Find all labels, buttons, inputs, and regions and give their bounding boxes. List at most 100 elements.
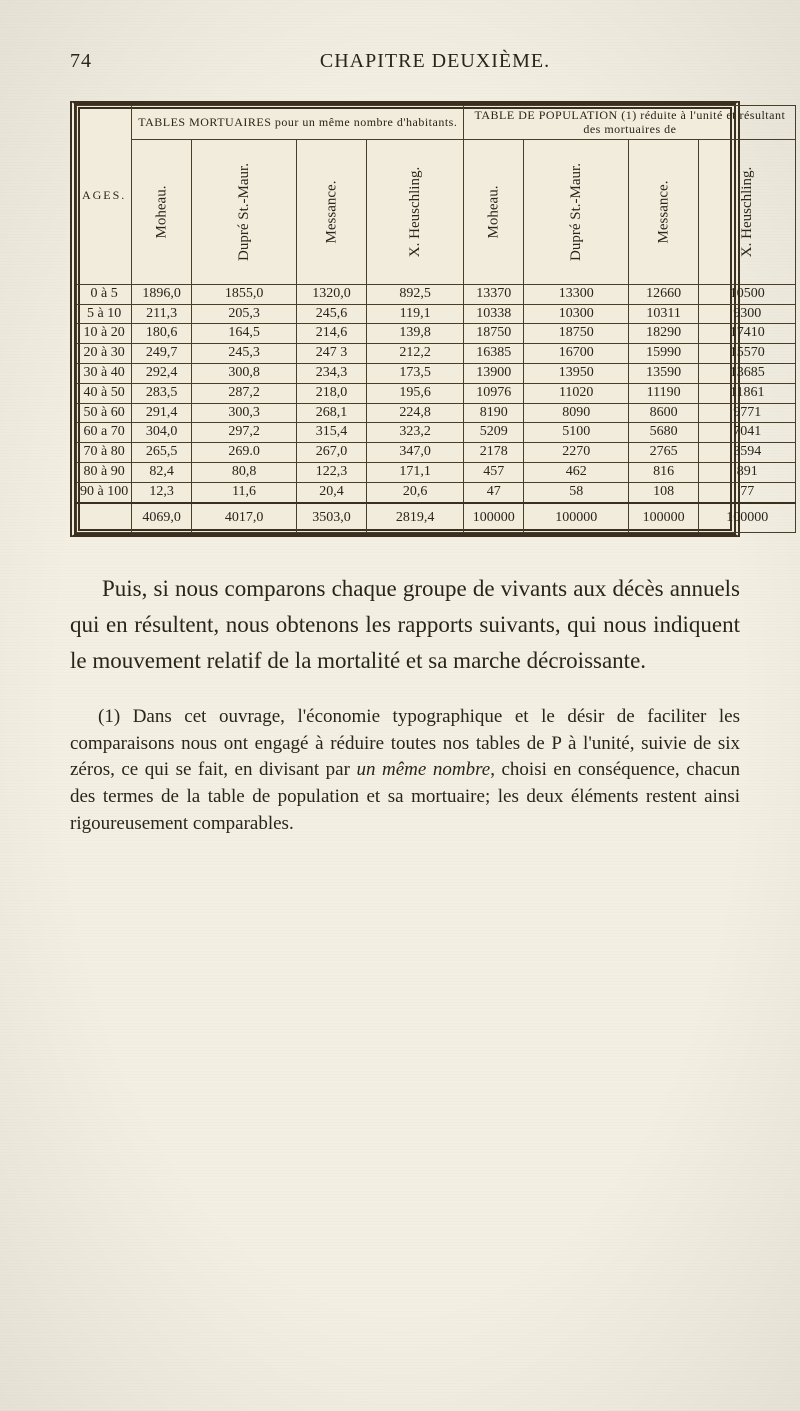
data-cell: 18750 [524,324,629,344]
mortality-table: AGES. TABLES MORTUAIRES pour un même nom… [76,105,796,533]
data-cell: 195,6 [366,383,463,403]
data-cell: 265,5 [132,443,192,463]
data-cell: 15990 [629,344,699,364]
data-cell: 247 3 [297,344,367,364]
col-header: X. Heuschling. [366,139,463,284]
data-cell: 1320,0 [297,284,367,304]
col-header: Messance. [629,139,699,284]
data-cell: 347,0 [366,443,463,463]
data-cell: 268,1 [297,403,367,423]
data-cell: 212,2 [366,344,463,364]
data-cell: 315,4 [297,423,367,443]
data-cell: 300,3 [192,403,297,423]
table-column-headers: Moheau. Dupré St.-Maur. Messance. X. Heu… [77,139,796,284]
data-cell: 47 [464,482,524,502]
data-cell: 180,6 [132,324,192,344]
data-cell: 211,3 [132,304,192,324]
table-row: 60 a 70304,0297,2315,4323,25209510056807… [77,423,796,443]
table-row: 10 à 20180,6164,5214,6139,81875018750182… [77,324,796,344]
data-cell: 5209 [464,423,524,443]
total-cell: 100000 [464,503,524,533]
age-cell: 70 à 80 [77,443,132,463]
age-cell: 0 à 5 [77,284,132,304]
table-row: 5 à 10211,3205,3245,6119,110338103001031… [77,304,796,324]
data-cell: 18290 [629,324,699,344]
total-cell: 4017,0 [192,503,297,533]
footnote-marker: (1) [98,706,120,727]
data-cell: 20,6 [366,482,463,502]
data-cell: 10300 [524,304,629,324]
data-cell: 82,4 [132,462,192,482]
total-cell: 3503,0 [297,503,367,533]
data-cell: 891 [699,462,796,482]
data-cell: 457 [464,462,524,482]
col-label: Dupré St.-Maur. [567,163,585,261]
data-cell: 11861 [699,383,796,403]
data-cell: 164,5 [192,324,297,344]
data-cell: 2765 [629,443,699,463]
data-cell: 283,5 [132,383,192,403]
footnote-italic: un même nombre [356,759,490,780]
mortality-table-wrap: AGES. TABLES MORTUAIRES pour un même nom… [70,101,740,537]
footnote-paragraph: (1) Dans cet ouvrage, l'économie typogra… [70,704,740,837]
data-cell: 9300 [699,304,796,324]
col-label: Messance. [322,180,340,243]
data-cell: 17410 [699,324,796,344]
age-cell: 30 à 40 [77,363,132,383]
data-cell: 12,3 [132,482,192,502]
data-cell: 13950 [524,363,629,383]
data-cell: 892,5 [366,284,463,304]
col-header: Messance. [297,139,367,284]
data-cell: 8090 [524,403,629,423]
ages-label: AGES. [82,188,126,202]
age-cell: 50 à 60 [77,403,132,423]
data-cell: 122,3 [297,462,367,482]
footnote: (1) Dans cet ouvrage, l'économie typogra… [70,704,740,837]
data-cell: 291,4 [132,403,192,423]
data-cell: 11020 [524,383,629,403]
page-number: 74 [70,50,130,73]
data-cell: 304,0 [132,423,192,443]
col-header: Dupré St.-Maur. [192,139,297,284]
data-cell: 11190 [629,383,699,403]
body-paragraphs: Puis, si nous comparons chaque groupe de… [70,571,740,678]
total-cell: 100000 [524,503,629,533]
data-cell: 18750 [464,324,524,344]
data-cell: 224,8 [366,403,463,423]
data-cell: 462 [524,462,629,482]
age-cell: 80 à 90 [77,462,132,482]
col-label: Moheau. [153,185,171,238]
table-row: 40 à 50283,5287,2218,0195,61097611020111… [77,383,796,403]
ages-header-cell: AGES. [77,106,132,285]
data-cell: 9771 [699,403,796,423]
data-cell: 5100 [524,423,629,443]
data-cell: 10338 [464,304,524,324]
super-header-left: TABLES MORTUAIRES pour un même nombre d'… [132,106,464,140]
age-cell [77,503,132,533]
total-cell: 4069,0 [132,503,192,533]
age-cell: 20 à 30 [77,344,132,364]
data-cell: 13900 [464,363,524,383]
totals-row: 4069,04017,03503,02819,41000001000001000… [77,503,796,533]
total-cell: 100000 [629,503,699,533]
data-cell: 3594 [699,443,796,463]
data-cell: 15570 [699,344,796,364]
data-cell: 12660 [629,284,699,304]
age-cell: 40 à 50 [77,383,132,403]
data-cell: 269.0 [192,443,297,463]
col-header: X. Heuschling. [699,139,796,284]
data-cell: 171,1 [366,462,463,482]
data-cell: 234,3 [297,363,367,383]
data-cell: 16700 [524,344,629,364]
data-cell: 10311 [629,304,699,324]
data-cell: 287,2 [192,383,297,403]
table-row: 0 à 51896,01855,01320,0892,5133701330012… [77,284,796,304]
table-row: 30 à 40292,4300,8234,3173,51390013950135… [77,363,796,383]
data-cell: 1896,0 [132,284,192,304]
data-cell: 1855,0 [192,284,297,304]
data-cell: 245,3 [192,344,297,364]
col-header: Dupré St.-Maur. [524,139,629,284]
data-cell: 323,2 [366,423,463,443]
col-header: Moheau. [464,139,524,284]
data-cell: 218,0 [297,383,367,403]
